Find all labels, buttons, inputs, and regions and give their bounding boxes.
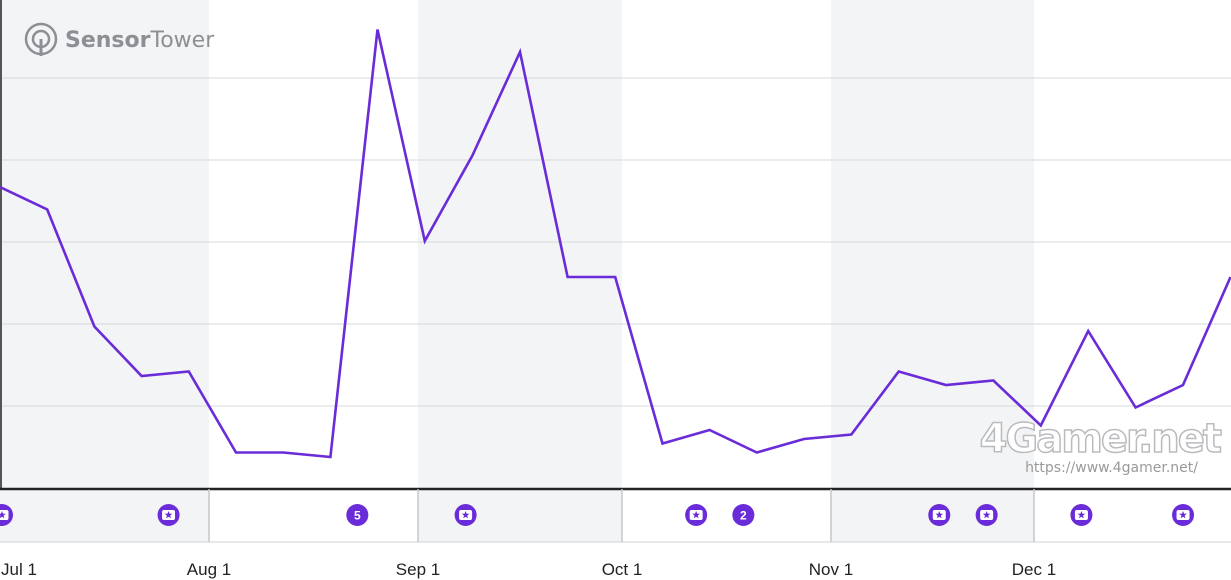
- brand-name: SensorTower: [65, 28, 215, 53]
- event-badge-count: 2: [732, 504, 755, 526]
- x-tick-label: Jul 1: [1, 560, 37, 579]
- event-count-label: 5: [354, 509, 361, 523]
- event-badge-star: [685, 504, 708, 526]
- event-badge-star: [157, 504, 180, 526]
- month-band: [418, 0, 622, 542]
- month-band: [0, 0, 209, 542]
- star-icon: [982, 511, 991, 519]
- star-icon: [1077, 511, 1086, 519]
- star-icon: [692, 511, 700, 519]
- event-badge-star: [928, 504, 951, 526]
- x-tick-label: Sep 1: [396, 560, 440, 579]
- event-badge-star: [1070, 504, 1093, 526]
- x-tick-label: Dec 1: [1012, 560, 1056, 579]
- event-badge-star: [1172, 504, 1195, 526]
- x-tick-labels: Jul 1 Aug 1 Sep 1 Oct 1 Nov 1 Dec 1: [1, 560, 1056, 579]
- star-icon: [935, 511, 944, 519]
- event-badge-count: 5: [346, 504, 369, 526]
- star-icon: [164, 511, 173, 519]
- event-badge-star: [454, 504, 477, 526]
- sensor-tower-logo-icon: [24, 22, 58, 56]
- month-bands: [0, 0, 1034, 542]
- event-badge-star: [0, 504, 13, 526]
- watermark-text: 4Gamer.net: [980, 416, 1222, 462]
- star-icon: [461, 511, 470, 519]
- month-band: [831, 0, 1034, 542]
- star-icon: [0, 511, 6, 519]
- x-axis: [0, 487, 1231, 543]
- x-tick-label: Aug 1: [187, 560, 231, 579]
- x-tick-label: Oct 1: [602, 560, 643, 579]
- brand-name-part1: Sensor: [65, 28, 151, 53]
- x-tick-label: Nov 1: [809, 560, 853, 579]
- series-line: [0, 29, 1231, 459]
- watermark-url: https://www.4gamer.net/: [1025, 460, 1198, 476]
- event-badge-circle: [346, 504, 369, 526]
- star-icon: [1179, 511, 1187, 519]
- watermark: 4Gamer.net https://www.4gamer.net/: [979, 415, 1225, 476]
- event-badge-circle: [732, 504, 755, 526]
- event-count-label: 2: [740, 509, 747, 523]
- grid-lines: [0, 0, 1231, 489]
- brand-name-part2: Tower: [150, 28, 216, 53]
- event-badge-star: [975, 504, 998, 526]
- sensor-tower-logo: SensorTower: [24, 22, 215, 56]
